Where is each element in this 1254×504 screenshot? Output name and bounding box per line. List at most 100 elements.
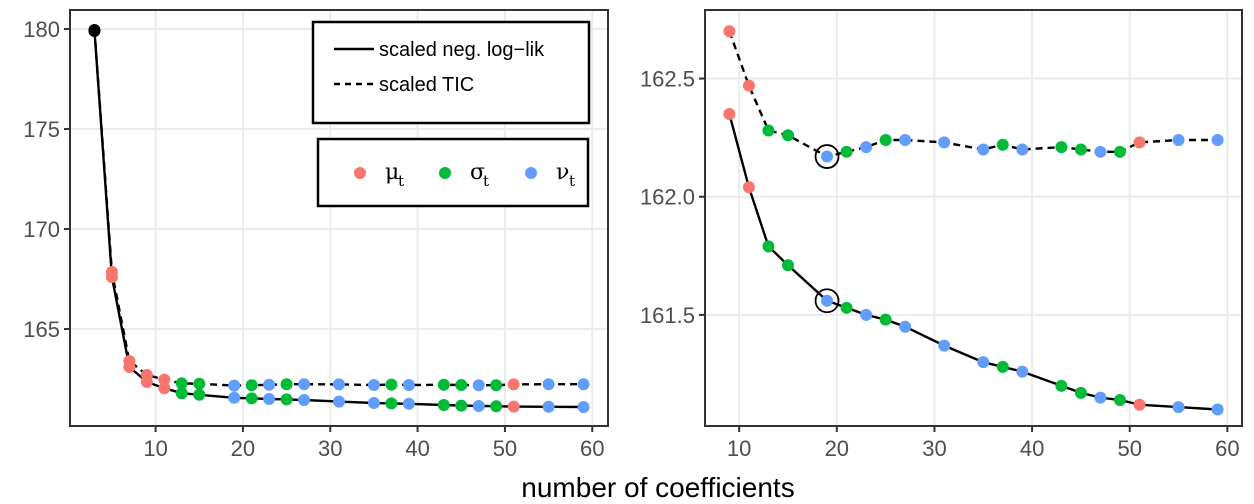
loglik-point-sigma (455, 399, 468, 412)
tic-point-nu (333, 378, 345, 391)
tic-point-sigma (490, 379, 503, 392)
loglik-point-mu (742, 181, 755, 194)
tic-point-sigma (1113, 145, 1126, 158)
loglik-point-sigma (879, 313, 892, 326)
tic-point-start (88, 24, 101, 36)
loglik-point-sigma (490, 400, 503, 413)
loglik-point-nu (1172, 401, 1185, 414)
tic-point-mu (1133, 136, 1146, 149)
plot-background (705, 10, 1242, 426)
loglik-point-nu (298, 394, 311, 406)
x-tick-label: 60 (580, 436, 604, 461)
x-tick-label: 10 (727, 436, 751, 461)
tic-point-nu (402, 379, 415, 391)
y-tick-label: 161.5 (640, 303, 695, 328)
legend-dot (439, 167, 451, 179)
tic-point-nu (1172, 134, 1185, 146)
x-tick-label: 20 (231, 436, 255, 461)
loglik-point-nu (333, 395, 345, 408)
optimum-marker (814, 288, 840, 314)
tic-point-mu (507, 378, 520, 391)
x-tick-label: 20 (825, 436, 849, 461)
loglik-point-sigma (840, 301, 853, 314)
legend-label: scaled TIC (379, 74, 474, 96)
tic-point-sigma (996, 138, 1009, 151)
loglik-point-nu (263, 393, 276, 405)
loglik-point-nu (821, 294, 834, 307)
loglik-point-nu (472, 400, 485, 412)
tic-point-sigma (175, 377, 188, 390)
tic-point-nu (1211, 134, 1224, 146)
loglik-point-sigma (175, 387, 188, 400)
tic-point-nu (298, 378, 311, 391)
tic-point-sigma (781, 129, 794, 142)
x-tick-label: 30 (318, 436, 342, 461)
y-tick-label: 165 (23, 317, 60, 342)
line-legend: scaled neg. log−lik scaled TIC (311, 20, 591, 125)
loglik-point-nu (402, 397, 415, 410)
tic-point-mu (158, 373, 171, 386)
tic-point-nu (263, 378, 276, 391)
loglik-point-sigma (1074, 386, 1087, 399)
y-tick-label: 175 (23, 117, 60, 142)
tic-point-sigma (879, 134, 892, 146)
loglik-point-nu (1211, 403, 1224, 416)
loglik-point-sigma (996, 360, 1009, 373)
legend-label: scaled neg. log−lik (379, 39, 545, 61)
tic-point-sigma (762, 124, 775, 137)
legend-subscript: t (483, 172, 489, 190)
x-axis-title: number of coefficients (521, 472, 794, 503)
loglik-point-sigma (385, 397, 398, 410)
x-tick-label: 40 (1020, 436, 1044, 461)
loglik-point-sigma (762, 240, 775, 253)
tic-point-nu (542, 378, 555, 391)
tic-point-nu (228, 379, 241, 392)
loglik-point-nu (860, 308, 873, 321)
tic-point-mu (123, 355, 136, 367)
loglik-point-nu (577, 401, 590, 413)
loglik-point-nu (1094, 391, 1107, 404)
legend-symbol: σ (470, 160, 485, 185)
legend-symbol: μ (385, 160, 399, 185)
loglik-point-sigma (437, 399, 450, 411)
legend-symbol: ν (556, 160, 569, 185)
tic-point-nu (860, 141, 873, 154)
tic-point-nu (977, 143, 990, 156)
legend-dot (354, 167, 366, 179)
tic-point-sigma (437, 378, 450, 391)
tic-point-sigma (245, 379, 258, 392)
tic-line (728, 30, 1218, 158)
tic-point-mu (140, 369, 153, 381)
tic-point-mu (723, 25, 736, 38)
loglik-point-nu (938, 339, 951, 352)
loglik-point-sigma (1055, 379, 1068, 392)
loglik-point-mu (1133, 398, 1146, 411)
y-tick-label: 162.5 (640, 67, 695, 92)
tic-point-sigma (1055, 141, 1068, 154)
loglik-point-nu (1016, 365, 1029, 378)
tic-point-nu (821, 150, 834, 163)
legend-subscript: t (398, 172, 404, 190)
loglik-point-sigma (1113, 394, 1126, 406)
x-tick-label: 50 (493, 436, 517, 461)
tic-point-nu (472, 379, 485, 392)
left-panel: 10 20 30 40 50 60 165 170 175 180 scaled neg. log−… (23, 9, 609, 461)
color-legend: μt σt ν t (316, 137, 590, 208)
loglik-point-mu (158, 382, 171, 395)
tic-point-nu (367, 379, 380, 391)
x-tick-label: 50 (1117, 436, 1141, 461)
tic-point-sigma (1074, 143, 1087, 156)
legend-dot (525, 167, 537, 179)
loglik-point-sigma (781, 259, 794, 272)
line-legend-box (311, 20, 591, 125)
tic-point-nu (1016, 143, 1029, 156)
tic-point-mu (105, 266, 118, 278)
tic-point-sigma (280, 378, 293, 391)
loglik-point-mu (507, 400, 520, 413)
tic-point-sigma (385, 378, 398, 391)
x-tick-label: 40 (405, 436, 429, 461)
loglik-point-nu (542, 400, 555, 413)
loglik-point-nu (228, 391, 241, 404)
loglik-point-sigma (193, 388, 206, 401)
